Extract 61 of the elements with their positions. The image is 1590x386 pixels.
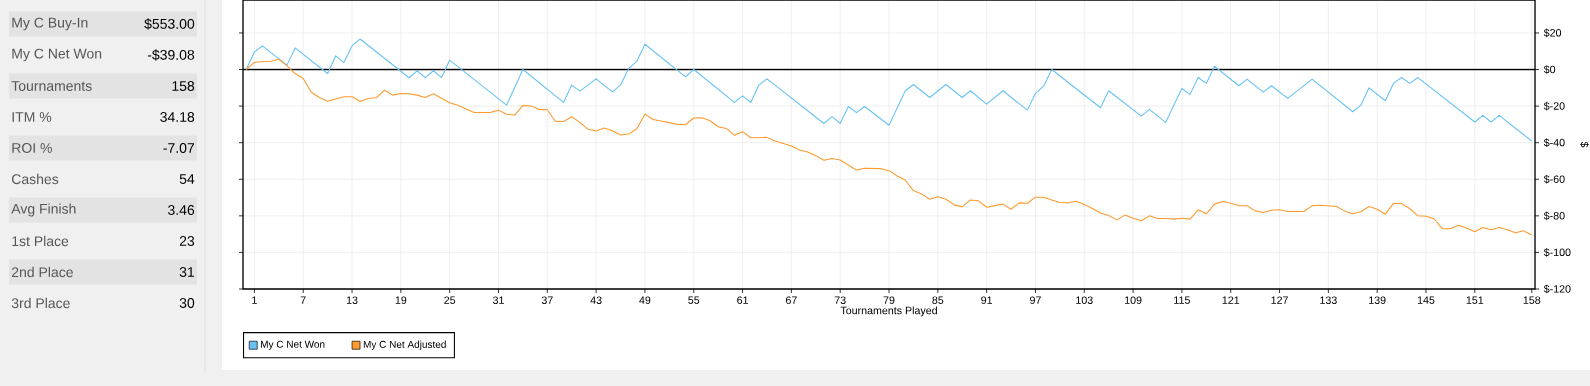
- y-tick-label: $0: [1543, 65, 1556, 74]
- x-tick-label: 49: [639, 296, 651, 304]
- y-tick-label: $-60: [1543, 174, 1565, 184]
- x-tick-label: 115: [1174, 296, 1190, 304]
- x-tick-label: 19: [395, 296, 407, 304]
- category-label: Tournaments: [11, 81, 92, 91]
- category-label: 3rd Place: [11, 297, 70, 309]
- y-tick-label: $-80: [1543, 211, 1565, 221]
- x-tick-label: 91: [981, 296, 993, 304]
- x-tick-label: 31: [492, 296, 504, 304]
- x-tick-label: 103: [1076, 296, 1093, 304]
- x-tick-label: 97: [1030, 296, 1041, 304]
- x-tick-label: 85: [932, 296, 944, 304]
- y-tick-label: $-120: [1543, 284, 1571, 294]
- line-series: [245, 58, 1533, 236]
- x-tick-label: 13: [346, 296, 358, 304]
- text: 54: [179, 174, 195, 184]
- x-tick-label: 127: [1271, 296, 1288, 304]
- x-tick-label: 7: [300, 296, 306, 304]
- x-tick-label: 67: [785, 296, 797, 304]
- category-label: ITM %: [12, 112, 52, 122]
- text: 34.18: [160, 112, 195, 122]
- x-tick-label: 1: [252, 296, 257, 304]
- y-tick-label: $-20: [1543, 101, 1565, 111]
- text: 158: [172, 81, 195, 91]
- x-tick-label: 25: [444, 296, 456, 304]
- x-tick-label: 43: [590, 296, 602, 304]
- category-label: My C Net Won: [12, 48, 102, 62]
- y-tick-label: $-100: [1543, 248, 1571, 257]
- x-tick-label: 145: [1417, 296, 1435, 304]
- y-tick-label: $-40: [1543, 138, 1565, 147]
- x-tick-label: 139: [1369, 296, 1386, 304]
- y-axis-title: $: [1580, 141, 1589, 148]
- x-tick-label: 109: [1125, 296, 1142, 304]
- x-axis-title: Tournaments Played: [840, 306, 937, 317]
- line-series: [245, 38, 1533, 142]
- category-label: My C Buy-In: [12, 17, 88, 31]
- x-tick-label: 158: [1523, 296, 1541, 304]
- y-tick-label: $20: [1543, 28, 1562, 38]
- legend-label: My C Net Won: [261, 340, 325, 350]
- x-tick-label: 55: [688, 296, 700, 304]
- legend-label: My C Net Adjusted: [363, 340, 446, 350]
- x-tick-label: 121: [1222, 296, 1240, 304]
- x-tick-label: 61: [737, 296, 748, 304]
- text: $553.00: [144, 18, 195, 30]
- text: 30: [179, 298, 195, 308]
- x-tick-label: 37: [541, 296, 553, 304]
- category-label: Cashes: [11, 173, 59, 185]
- category-label: 1st Place: [12, 235, 69, 247]
- category-label: Avg Finish: [11, 203, 76, 217]
- category-label: 2nd Place: [11, 266, 73, 278]
- text: -$39.08: [147, 49, 195, 61]
- category-label: ROI %: [12, 143, 52, 153]
- x-tick-label: 151: [1466, 296, 1484, 304]
- x-tick-label: 79: [883, 296, 895, 304]
- x-tick-label: 133: [1320, 296, 1337, 304]
- text: 3.46: [168, 205, 195, 215]
- text: -7.07: [163, 143, 195, 153]
- x-tick-label: 73: [834, 296, 846, 304]
- text: 23: [179, 236, 195, 246]
- text: 31: [179, 267, 195, 277]
